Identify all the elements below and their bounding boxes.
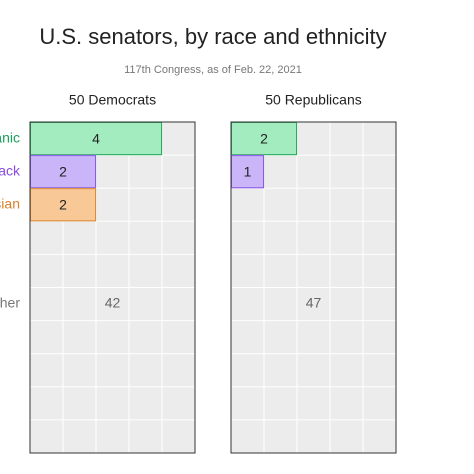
chart-title: U.S. senators, by race and ethnicity [39, 24, 386, 49]
value-label: 2 [59, 163, 67, 179]
waffle-cell [29, 121, 64, 156]
category-label: Other [0, 295, 20, 311]
waffle-cell [128, 121, 163, 156]
chart-subtitle: 117th Congress, as of Feb. 22, 2021 [124, 64, 302, 76]
waffle-frame [230, 121, 397, 454]
category-label: Black [0, 162, 21, 178]
waffle-frame [29, 121, 196, 454]
value-label: 1 [244, 163, 252, 179]
waffle-cell [230, 121, 265, 156]
waffle-cell [95, 121, 130, 156]
waffle-cell [62, 121, 97, 156]
waffle-cell [62, 187, 97, 222]
waffle-cell [230, 154, 265, 189]
value-label: 2 [59, 196, 67, 212]
waffle-cell [29, 187, 64, 222]
panel-title: 50 Republicans [265, 92, 362, 108]
value-label: 42 [105, 295, 121, 311]
value-label: 2 [260, 130, 268, 146]
value-label: 47 [306, 295, 322, 311]
category-label: Hispanic [0, 129, 20, 145]
category-label: Asian [0, 195, 20, 211]
waffle-cell [29, 154, 64, 189]
panel-title: 50 Democrats [69, 92, 156, 108]
waffle-cell [263, 121, 298, 156]
value-label: 4 [92, 130, 100, 146]
waffle-cell [62, 154, 97, 189]
